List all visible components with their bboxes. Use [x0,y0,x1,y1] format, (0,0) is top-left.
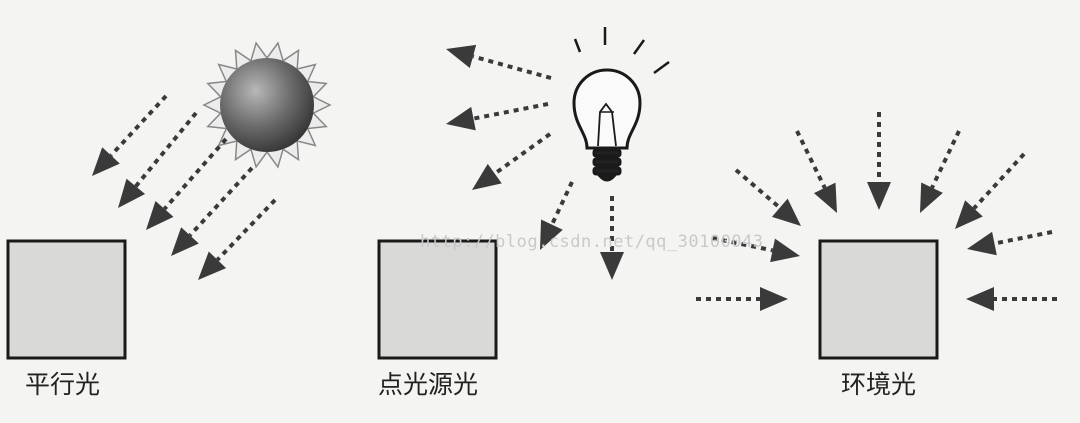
light-ray-arrow [146,137,228,230]
light-ray-arrow [600,196,624,280]
light-ray-arrow [967,230,1053,256]
light-ray-arrow [920,130,961,213]
light-ray-arrow [540,181,574,250]
light-ray-arrow [711,236,800,263]
light-ray-arrow [171,166,254,256]
parallel-light-box [6,239,127,360]
light-ray-arrow [734,168,801,226]
ambient-light-box [818,239,939,360]
sun-icon [202,41,332,169]
light-ray-arrow [446,44,552,80]
caption-parallel-light: 平行光 [25,370,101,399]
watermark-url: http://blog.csdn.net/qq_30100043 [420,232,764,252]
light-ray-arrow [446,102,549,131]
light-ray-arrow [955,152,1026,229]
light-ray-arrow [472,132,552,190]
light-ray-arrow [966,287,1057,311]
light-ray-arrows [92,44,1057,311]
light-ray-arrow [867,112,891,210]
light-ray-arrow [118,111,198,208]
light-bulb-icon [572,27,670,182]
light-ray-arrow [198,198,277,280]
light-ray-arrow [696,287,788,311]
caption-point-light: 点光源光 [378,370,479,399]
caption-ambient-light: 环境光 [841,370,917,399]
light-ray-arrow [92,94,168,176]
light-ray-arrow [795,130,837,213]
point-light-box [377,239,498,360]
